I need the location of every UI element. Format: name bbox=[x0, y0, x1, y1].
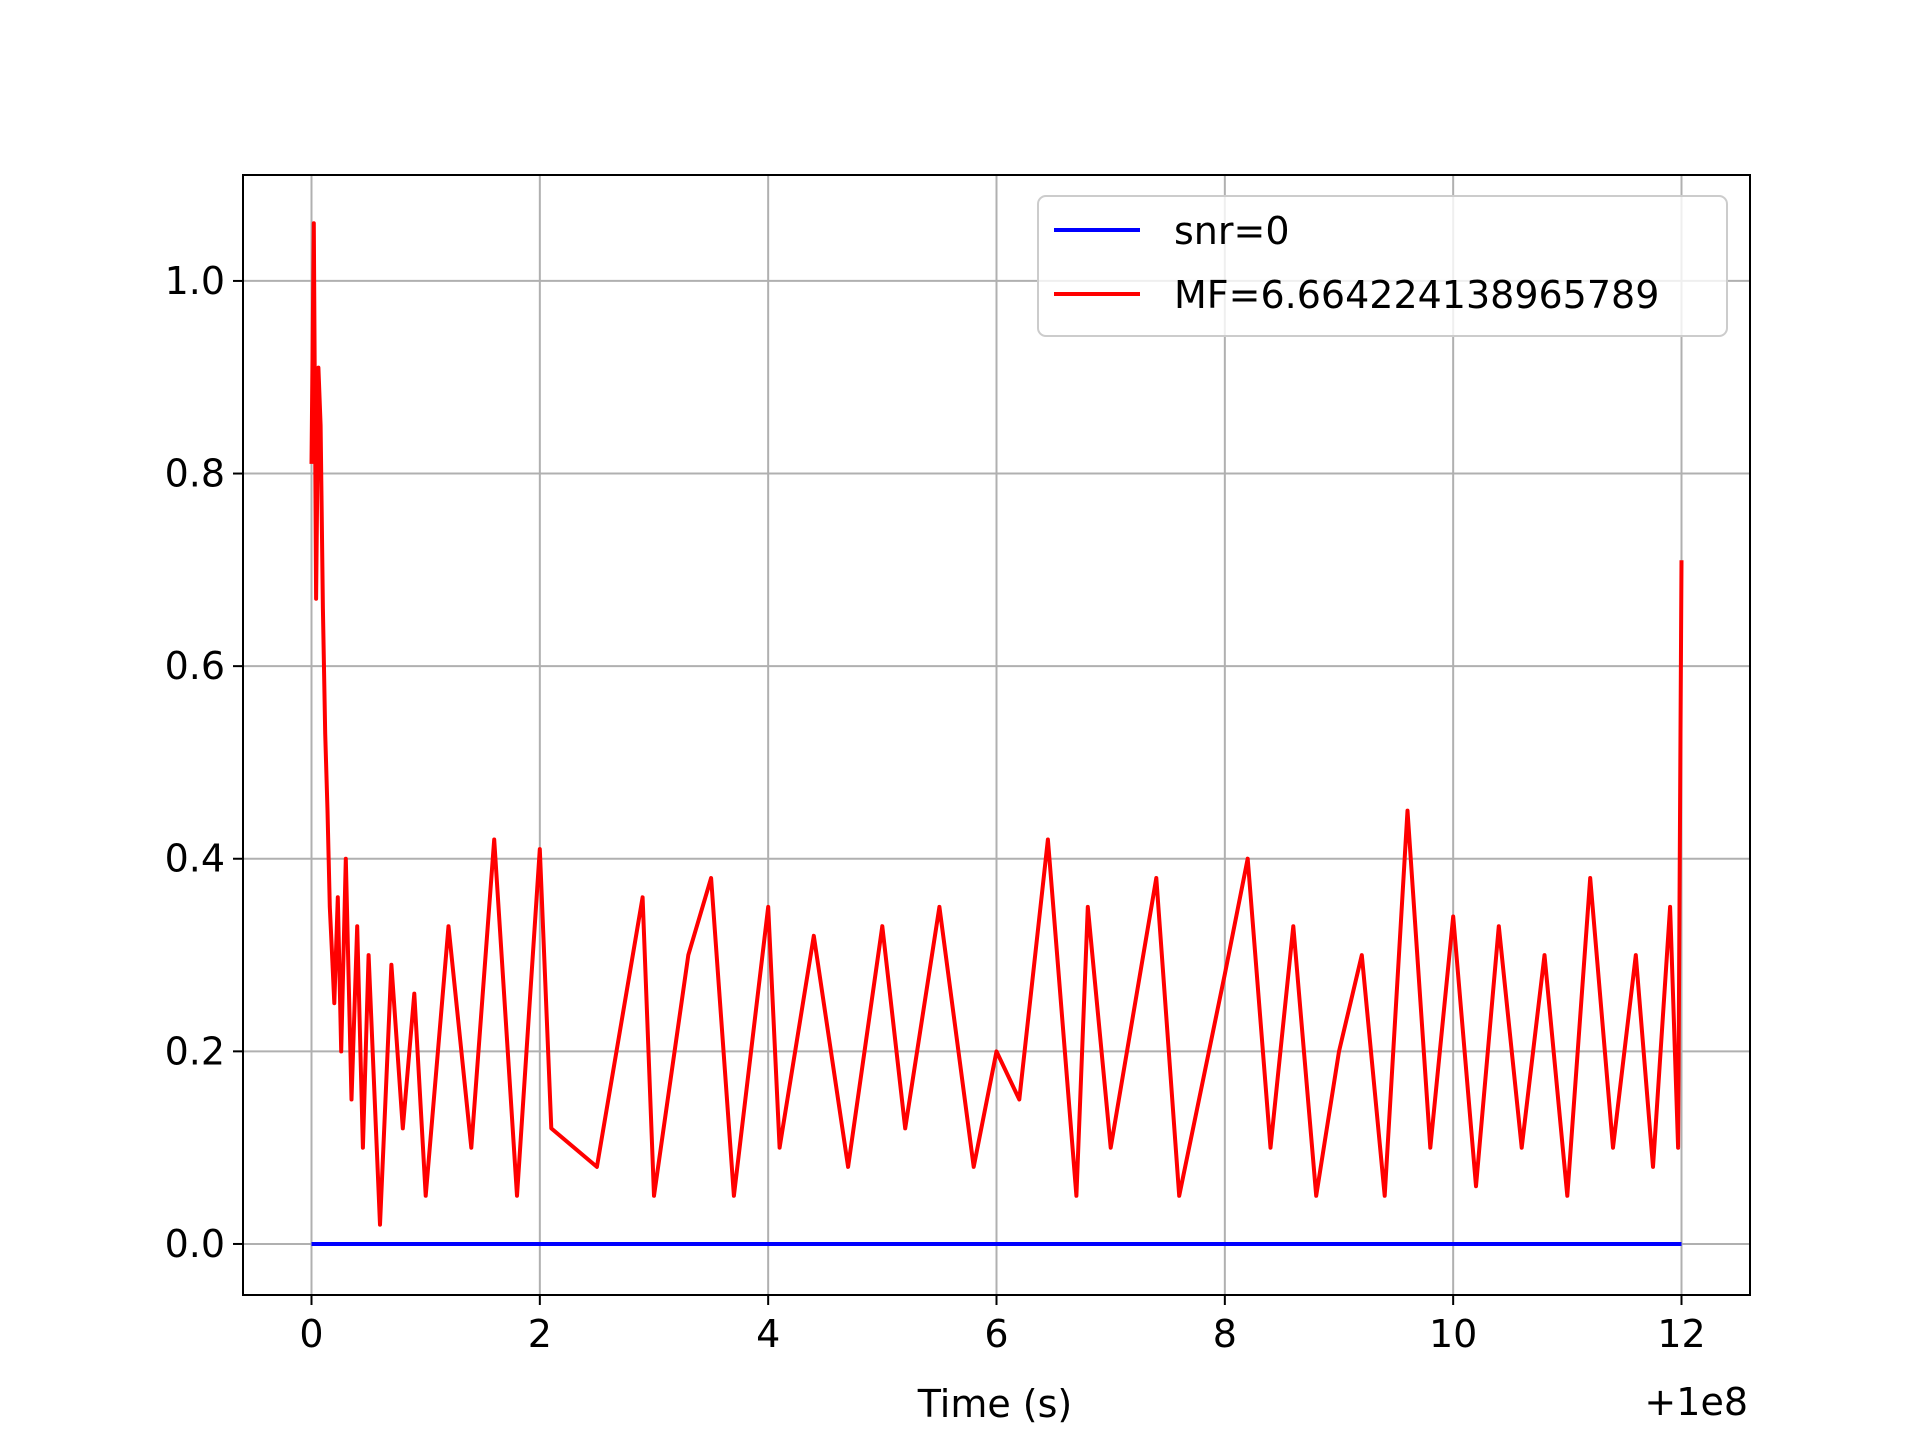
legend-label-snr: snr=0 bbox=[1174, 209, 1290, 253]
legend-label-mf: MF=6.664224138965789 bbox=[1174, 273, 1659, 317]
legend: snr=0 MF=6.664224138965789 bbox=[1037, 195, 1728, 337]
y-tick-label: 0.4 bbox=[165, 837, 225, 881]
series-line-mf bbox=[309, 221, 1684, 1227]
x-offset-label: +1e8 bbox=[1644, 1380, 1748, 1424]
ticks: 0 2 4 6 8 10 12 0.0 0.2 0.4 0.6 0.8 1.0 bbox=[165, 259, 1706, 1356]
y-tick-label: 0.0 bbox=[165, 1222, 225, 1266]
y-tick-label: 0.2 bbox=[165, 1029, 225, 1073]
legend-box bbox=[1037, 195, 1728, 337]
x-tick-label: 2 bbox=[528, 1312, 552, 1356]
y-tick-label: 0.6 bbox=[165, 644, 225, 688]
y-tick-label: 1.0 bbox=[165, 259, 225, 303]
x-tick-label: 10 bbox=[1429, 1312, 1477, 1356]
x-tick-label: 8 bbox=[1213, 1312, 1237, 1356]
x-axis-label: Time (s) bbox=[917, 1382, 1073, 1426]
x-tick-label: 12 bbox=[1657, 1312, 1705, 1356]
x-tick-label: 6 bbox=[984, 1312, 1008, 1356]
series-layer bbox=[309, 221, 1684, 1246]
y-tick-label: 0.8 bbox=[165, 452, 225, 496]
x-tick-label: 0 bbox=[299, 1312, 323, 1356]
x-tick-label: 4 bbox=[756, 1312, 780, 1356]
